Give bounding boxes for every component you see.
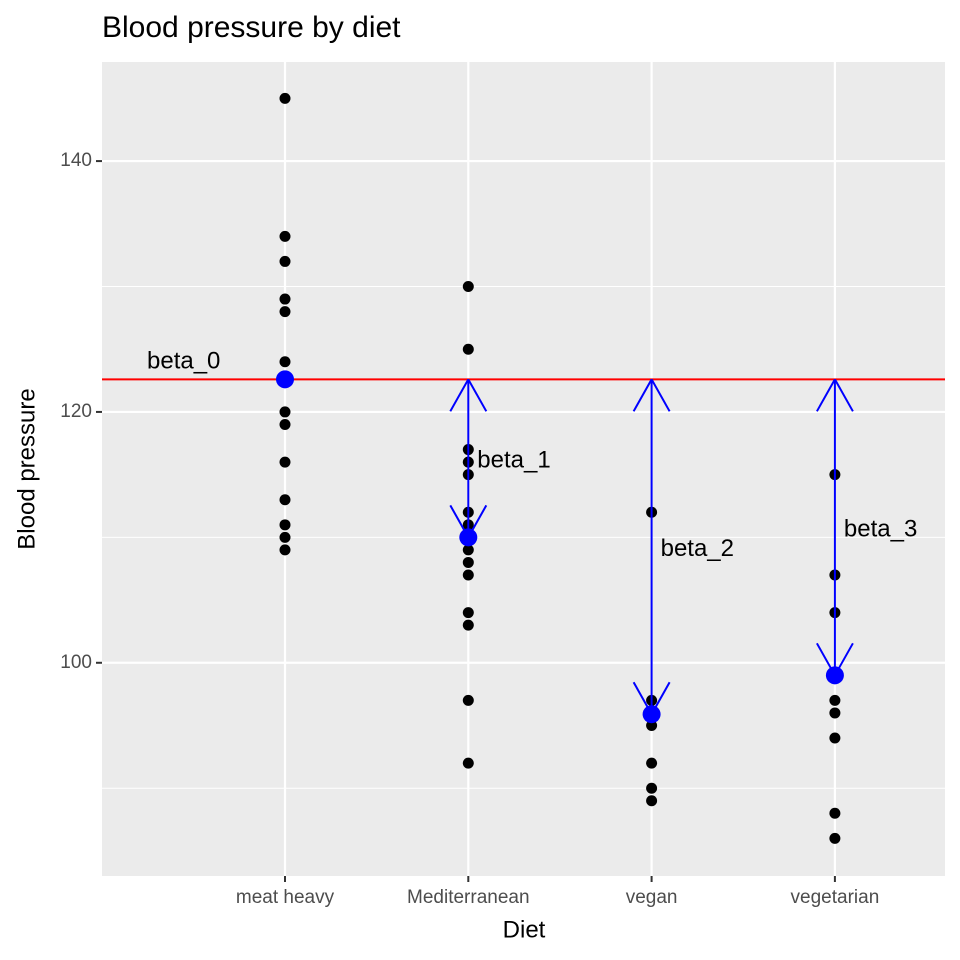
point — [462, 694, 474, 706]
x-axis-title: Diet — [503, 916, 546, 943]
point — [279, 255, 291, 267]
mean-point — [459, 528, 478, 547]
point — [646, 782, 658, 794]
point — [279, 406, 291, 418]
annotation: beta_1 — [477, 447, 550, 474]
point — [462, 556, 474, 568]
point — [829, 807, 841, 819]
mean-point — [825, 666, 844, 685]
chart-title: Blood pressure by diet — [102, 11, 401, 44]
arrow-part — [816, 378, 836, 412]
point — [279, 230, 291, 242]
point — [462, 544, 474, 556]
mean-point — [642, 705, 661, 724]
x-tick-label: vegetarian — [791, 887, 880, 908]
annotation: beta_2 — [661, 535, 734, 562]
arrow-part — [834, 378, 854, 412]
y-tick-label: 100 — [60, 652, 92, 673]
arrow-part — [632, 378, 653, 412]
point — [279, 519, 291, 531]
x-tick-label: Mediterranean — [407, 887, 530, 908]
y-tick-label: 120 — [60, 401, 92, 422]
point — [646, 795, 658, 807]
point — [829, 732, 841, 744]
mean-point — [276, 370, 294, 389]
arrow-part — [449, 378, 470, 412]
point — [829, 832, 841, 844]
point — [279, 531, 291, 543]
point — [279, 356, 291, 368]
x-tick-label: vegan — [626, 887, 678, 908]
point — [279, 293, 291, 305]
point — [462, 757, 474, 769]
point — [279, 418, 291, 430]
point — [462, 343, 474, 355]
annotation: beta_0 — [147, 348, 220, 375]
point — [462, 607, 474, 619]
point — [279, 456, 291, 468]
point — [279, 544, 291, 556]
annotation: beta_3 — [844, 516, 917, 543]
point — [279, 306, 291, 318]
point — [646, 757, 658, 769]
y-axis-title: Blood pressure — [13, 388, 40, 549]
panel — [102, 62, 945, 876]
point — [462, 281, 474, 293]
point — [279, 494, 291, 506]
point — [462, 569, 474, 581]
arrow-part — [650, 378, 671, 412]
point — [829, 707, 841, 719]
y-tick-label: 140 — [60, 150, 92, 171]
point — [462, 619, 474, 631]
point — [829, 694, 841, 706]
point — [279, 92, 291, 104]
x-tick-label: meat heavy — [236, 887, 335, 908]
arrow-part — [467, 378, 488, 412]
